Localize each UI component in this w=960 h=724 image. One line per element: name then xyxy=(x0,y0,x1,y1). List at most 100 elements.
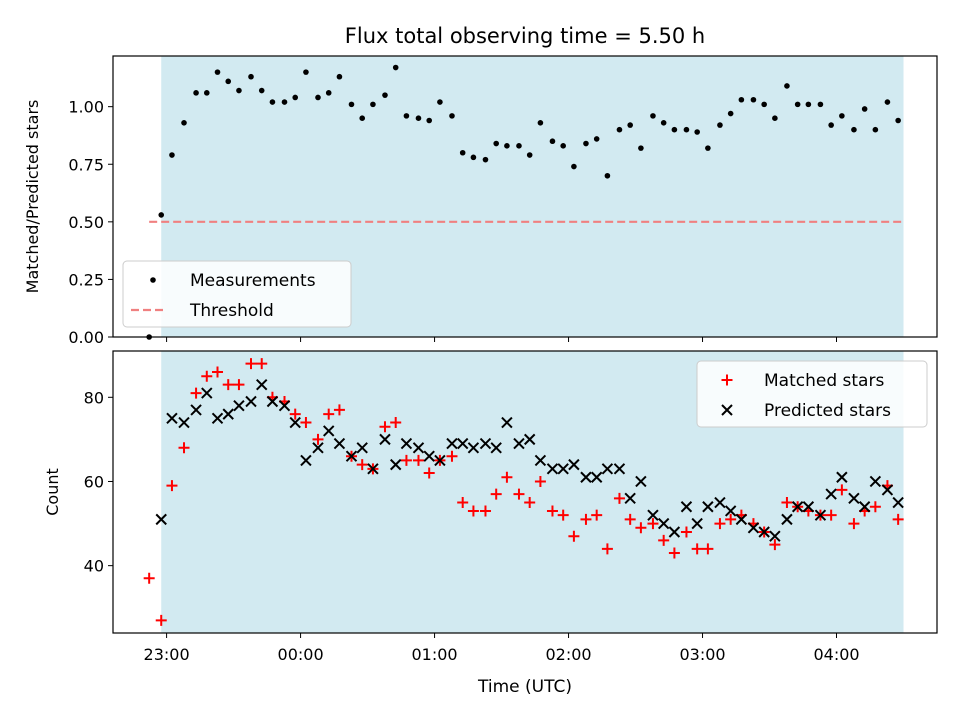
matched-star-point xyxy=(848,518,860,530)
matched-star-point xyxy=(479,505,491,517)
x-tick-label: 00:00 xyxy=(278,645,324,664)
y-tick-label: 1.00 xyxy=(68,98,104,117)
y-tick-label: 80 xyxy=(84,388,104,407)
matched-star-point xyxy=(201,370,213,382)
matched-star-point xyxy=(591,509,603,521)
predicted-star-point xyxy=(278,400,291,412)
measurement-point xyxy=(851,126,857,133)
measurement-point xyxy=(884,99,891,105)
predicted-star-point xyxy=(300,454,312,467)
y-tick-label: 0.50 xyxy=(68,213,104,232)
legend-box xyxy=(122,260,352,328)
x-tick-label: 23:00 xyxy=(144,645,190,664)
matched-star-point xyxy=(289,408,301,420)
measurement-point xyxy=(493,140,499,147)
matched-star-point xyxy=(524,497,536,509)
y-axis-label: Count xyxy=(43,468,62,516)
predicted-star-point xyxy=(490,442,502,454)
measurement-point xyxy=(336,73,343,80)
measurement-point xyxy=(281,99,288,105)
predicted-star-point xyxy=(412,442,425,454)
y-tick-label: 0.25 xyxy=(68,270,104,289)
matched-star-point xyxy=(869,501,881,513)
matched-star-point xyxy=(423,467,435,479)
predicted-star-point xyxy=(400,437,413,450)
measurement-point xyxy=(325,90,332,96)
predicted-star-point xyxy=(201,387,213,399)
measurement-point xyxy=(516,143,522,149)
axes-frame xyxy=(112,350,938,634)
measurement-point xyxy=(526,152,533,158)
predicted-star-point xyxy=(233,400,245,412)
predicted-star-point xyxy=(557,463,569,475)
matched-star-point xyxy=(680,526,692,538)
predicted-star-point xyxy=(601,463,614,475)
y-tick-label: 0.75 xyxy=(68,155,104,174)
measurement-point xyxy=(348,101,355,108)
matched-star-point xyxy=(300,417,312,429)
measurement-point xyxy=(403,113,410,119)
matched-star-point xyxy=(769,539,781,551)
y-axis-label: Matched/Predicted stars xyxy=(23,100,42,294)
predicted-star-point xyxy=(155,513,167,526)
measurement-point xyxy=(784,83,790,89)
measurement-point xyxy=(861,106,868,112)
matched-star-point xyxy=(155,614,167,626)
measurement-point xyxy=(705,145,711,151)
matched-star-point xyxy=(836,484,848,496)
measurement-point xyxy=(181,119,187,126)
measurement-point xyxy=(303,69,309,75)
measurement-point xyxy=(683,126,690,133)
matched-star-point xyxy=(178,442,190,454)
measurement-point xyxy=(583,140,589,147)
predicted-star-point xyxy=(345,450,358,462)
matched-star-point xyxy=(166,480,178,492)
matched-star-point xyxy=(546,505,558,517)
predicted-star-point xyxy=(523,433,536,446)
measurement-point xyxy=(817,101,824,108)
predicted-star-point xyxy=(501,416,513,429)
matched-star-point xyxy=(668,547,680,559)
predicted-star-point xyxy=(479,437,492,450)
matched-star-point xyxy=(400,454,412,466)
matched-star-point xyxy=(190,387,202,399)
measurement-point xyxy=(248,73,254,80)
ratio-panel: 0.00 0.25 0.50 0.75 1.00 Matched/Predicted st… xyxy=(23,55,938,347)
predicted-star-point xyxy=(367,463,379,475)
legend-entry-label: Predicted stars xyxy=(764,401,891,421)
count-panel: 40 60 80 23:00 00:00 01:00 02:00 03:00 04:00 Coun… xyxy=(43,350,938,664)
measurement-point xyxy=(616,126,623,133)
predicted-star-point xyxy=(222,408,234,420)
matched-star-point xyxy=(501,471,513,483)
x-tick-label: 02:00 xyxy=(545,645,591,664)
matched-star-point xyxy=(892,513,904,525)
measurement-point xyxy=(537,119,544,126)
predicted-star-point xyxy=(467,442,480,454)
measurement-point xyxy=(671,126,678,133)
predicted-star-point xyxy=(714,496,726,509)
predicted-star-point xyxy=(735,513,748,526)
matched-star-point xyxy=(702,543,714,555)
predicted-star-point xyxy=(858,501,871,513)
predicted-star-point xyxy=(702,501,714,513)
predicted-star-point xyxy=(211,412,224,425)
predicted-star-point xyxy=(356,442,368,454)
y-tick-label: 0.00 xyxy=(68,328,104,347)
measurement-point xyxy=(549,138,556,145)
matched-star-point xyxy=(323,408,335,420)
legend-plus-icon xyxy=(721,374,733,386)
matched-star-point xyxy=(412,454,424,466)
measurement-point xyxy=(895,117,901,124)
predicted-star-point xyxy=(534,454,547,467)
measurement-point xyxy=(750,96,757,103)
measurement-point xyxy=(382,92,388,98)
matched-star-point xyxy=(534,475,546,487)
matched-star-point xyxy=(446,450,458,462)
measurement-point xyxy=(482,156,489,163)
matched-star-point xyxy=(390,417,402,429)
predicted-star-point xyxy=(166,412,178,425)
legend-entry-label: Threshold xyxy=(189,301,274,321)
predicted-star-point xyxy=(245,395,257,408)
x-axis-label: Time (UTC) xyxy=(477,677,572,697)
matched-star-point xyxy=(143,572,155,584)
